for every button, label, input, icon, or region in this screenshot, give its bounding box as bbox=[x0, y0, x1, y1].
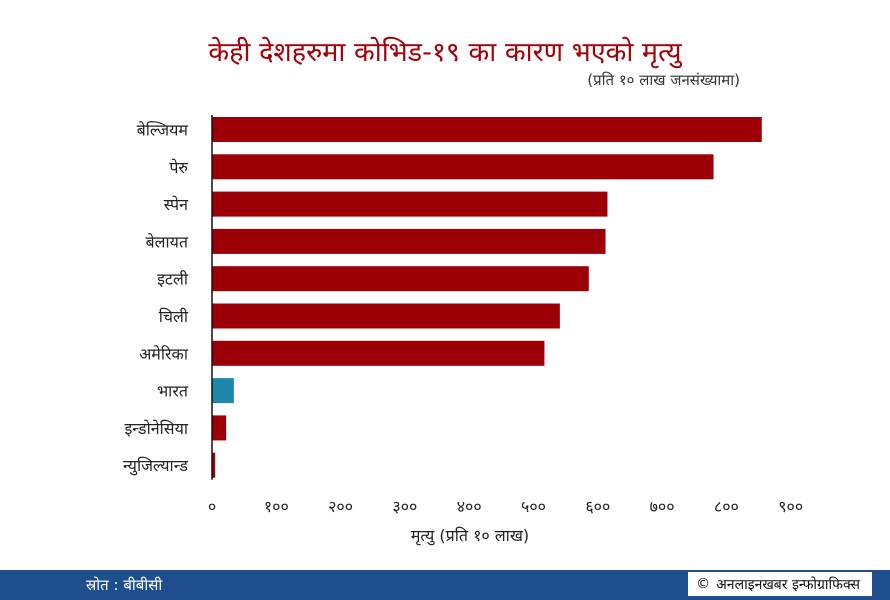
source-text: स्रोत : बीबीसी bbox=[86, 576, 163, 594]
credit-text: अनलाइनखबर इन्फोग्राफिक्स bbox=[716, 576, 860, 593]
bar bbox=[212, 340, 545, 366]
category-label: पेरु bbox=[169, 158, 188, 177]
x-tick-label: ९०० bbox=[778, 497, 803, 516]
x-tick-label: २०० bbox=[328, 497, 353, 516]
x-tick-label: ३०० bbox=[392, 497, 417, 516]
bar bbox=[212, 228, 606, 254]
x-tick-label: ४०० bbox=[457, 497, 482, 516]
category-label: बेलायत bbox=[145, 232, 188, 251]
x-tick-label: ० bbox=[208, 497, 216, 516]
category-label: इटली bbox=[157, 270, 189, 289]
category-label: अमेरिका bbox=[139, 344, 189, 363]
x-axis-label: मृत्यु (प्रति १० लाख) bbox=[411, 526, 529, 546]
bar bbox=[212, 378, 234, 404]
bar bbox=[212, 452, 216, 478]
bar bbox=[212, 415, 227, 441]
x-tick-label: ६०० bbox=[585, 497, 610, 516]
bar bbox=[212, 266, 589, 292]
footer-bar: स्रोत : बीबीसी © अनलाइनखबर इन्फोग्राफिक्… bbox=[0, 570, 890, 600]
bar bbox=[212, 117, 762, 142]
x-tick-label: ८०० bbox=[714, 497, 739, 516]
bar bbox=[212, 191, 608, 217]
category-label: स्पेन bbox=[164, 195, 189, 214]
chart-subtitle: (प्रति १० लाख जनसंख्यामा) bbox=[587, 71, 740, 89]
chart-title: केही देशहरुमा कोभिड-१९ का कारण भएको मृत्… bbox=[208, 37, 682, 68]
category-label: बेल्जियम bbox=[137, 121, 189, 140]
x-tick-label: ७०० bbox=[650, 497, 675, 516]
x-tick-label: १०० bbox=[264, 497, 289, 516]
bar bbox=[212, 154, 714, 180]
x-tick-label: ५०० bbox=[521, 497, 546, 516]
bar bbox=[212, 303, 560, 329]
category-label: इन्डोनेसिया bbox=[124, 419, 188, 438]
bar-chart: बेल्जियम पेरु स्पेन बेलायत इटली चिली अमेरिका भा… bbox=[123, 115, 803, 546]
category-label: चिली bbox=[159, 307, 189, 326]
category-label: भारत bbox=[157, 382, 189, 401]
category-label: न्युजिल्यान्ड bbox=[123, 456, 188, 476]
copyright-icon: © bbox=[696, 576, 711, 592]
credit-box: © अनलाइनखबर इन्फोग्राफिक्स bbox=[688, 572, 872, 596]
